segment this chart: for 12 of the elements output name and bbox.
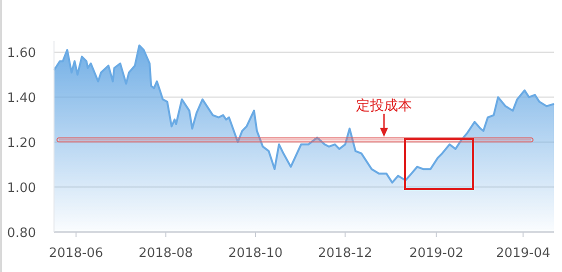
x-tick-label: 2019-04 xyxy=(496,246,550,261)
x-tick-label: 2018-10 xyxy=(228,246,283,261)
y-tick-label: 1.00 xyxy=(7,181,36,196)
annotation: 定投成本 xyxy=(356,98,412,114)
x-tick-label: 2018-06 xyxy=(48,246,104,261)
y-tick-label: 1.60 xyxy=(7,46,36,62)
y-tick-label: 1.20 xyxy=(7,136,36,152)
y-tick-label: 0.80 xyxy=(7,226,36,241)
x-tick-label: 2018-12 xyxy=(318,246,372,261)
x-tick-label: 2018-08 xyxy=(138,246,193,261)
x-tick-label: 2019-02 xyxy=(409,246,464,261)
y-tick-label: 1.40 xyxy=(7,91,36,106)
